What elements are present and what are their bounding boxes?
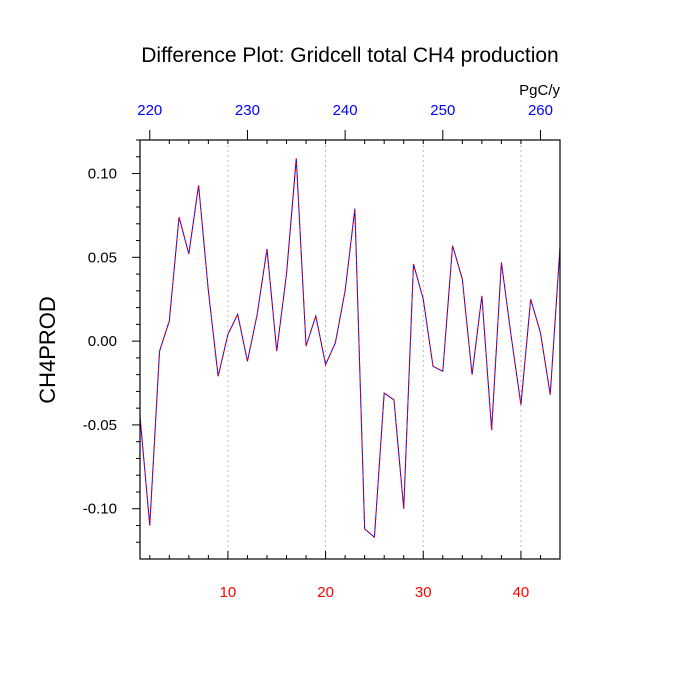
top-tick-label: 230 [235, 102, 260, 119]
y-axis-label: CH4PROD [35, 296, 60, 404]
plot-frame [139, 139, 561, 560]
y-tick-label: 0.10 [88, 166, 117, 183]
top-tick-label: 250 [430, 102, 455, 119]
x-tick-label: 40 [513, 584, 530, 601]
tick-label-layer: 10 20 30 40 220 230 240 250 260 0.10 0.05 0.00 -0.05… [83, 102, 553, 601]
x-tick-label: 10 [220, 584, 237, 601]
y-tick-label: 0.05 [88, 249, 117, 266]
top-axis-unit: PgC/y [519, 82, 560, 99]
x-tick-label: 30 [415, 584, 432, 601]
x-tick-label: 20 [317, 584, 334, 601]
chart-title: Difference Plot: Gridcell total CH4 prod… [141, 44, 558, 67]
series-line [139, 158, 561, 539]
tick-layer [132, 130, 561, 559]
y-tick-label: -0.10 [83, 501, 117, 518]
top-tick-label: 260 [528, 102, 553, 119]
grid-layer [227, 140, 522, 559]
y-tick-label: 0.00 [88, 333, 117, 350]
top-tick-label: 240 [333, 102, 358, 119]
top-tick-label: 220 [137, 102, 162, 119]
series-layer [139, 158, 561, 539]
y-tick-label: -0.05 [83, 417, 117, 434]
series-line-dashed [139, 158, 561, 539]
